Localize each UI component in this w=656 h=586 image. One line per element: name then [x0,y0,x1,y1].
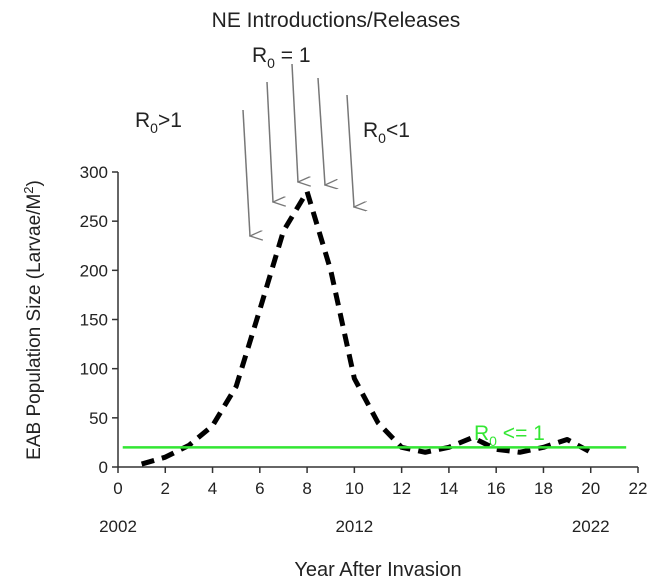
x-tick-label: 0 [113,479,122,498]
y-tick-label: 200 [80,261,108,280]
x-tick-label: 22 [629,479,648,498]
line-series [140,189,592,467]
y-tick-label: 150 [80,311,108,330]
x-tick-label: 16 [487,479,506,498]
y-tick-label: 300 [80,163,108,182]
y-axis-label: EAB Population Size (Larvae/M2) [21,180,45,460]
y-tick-label: 50 [89,409,108,428]
arrow [317,77,325,185]
x-tick-label: 2 [161,479,170,498]
x-tick-label: 4 [208,479,217,498]
x-axis-label: Year After Invasion [294,559,461,581]
year-label: 2012 [335,517,373,536]
x-tick-label: 14 [439,479,458,498]
arrow [291,63,298,182]
y-tick-label: 250 [80,212,108,231]
arrows [242,63,354,236]
arrow [242,109,250,236]
x-tick-label: 18 [534,479,553,498]
annotation: R0>1 [135,109,182,136]
arrow [266,81,273,202]
annotation: R0 <= 1 [474,422,545,449]
x-tick-label: 6 [255,479,264,498]
x-tick-label: 8 [302,479,311,498]
y-tick-label: 100 [80,360,108,379]
x-tick-label: 20 [581,479,600,498]
x-tick-label: 12 [392,479,411,498]
x-tick-label: 10 [345,479,364,498]
chart-title: NE Introductions/Releases [212,9,461,32]
year-label: 2002 [99,517,137,536]
arrow [346,94,354,207]
annotation: R0 = 1 [252,44,311,71]
annotation: R0<1 [363,119,410,146]
year-label: 2022 [572,517,610,536]
y-tick-label: 0 [99,458,108,477]
